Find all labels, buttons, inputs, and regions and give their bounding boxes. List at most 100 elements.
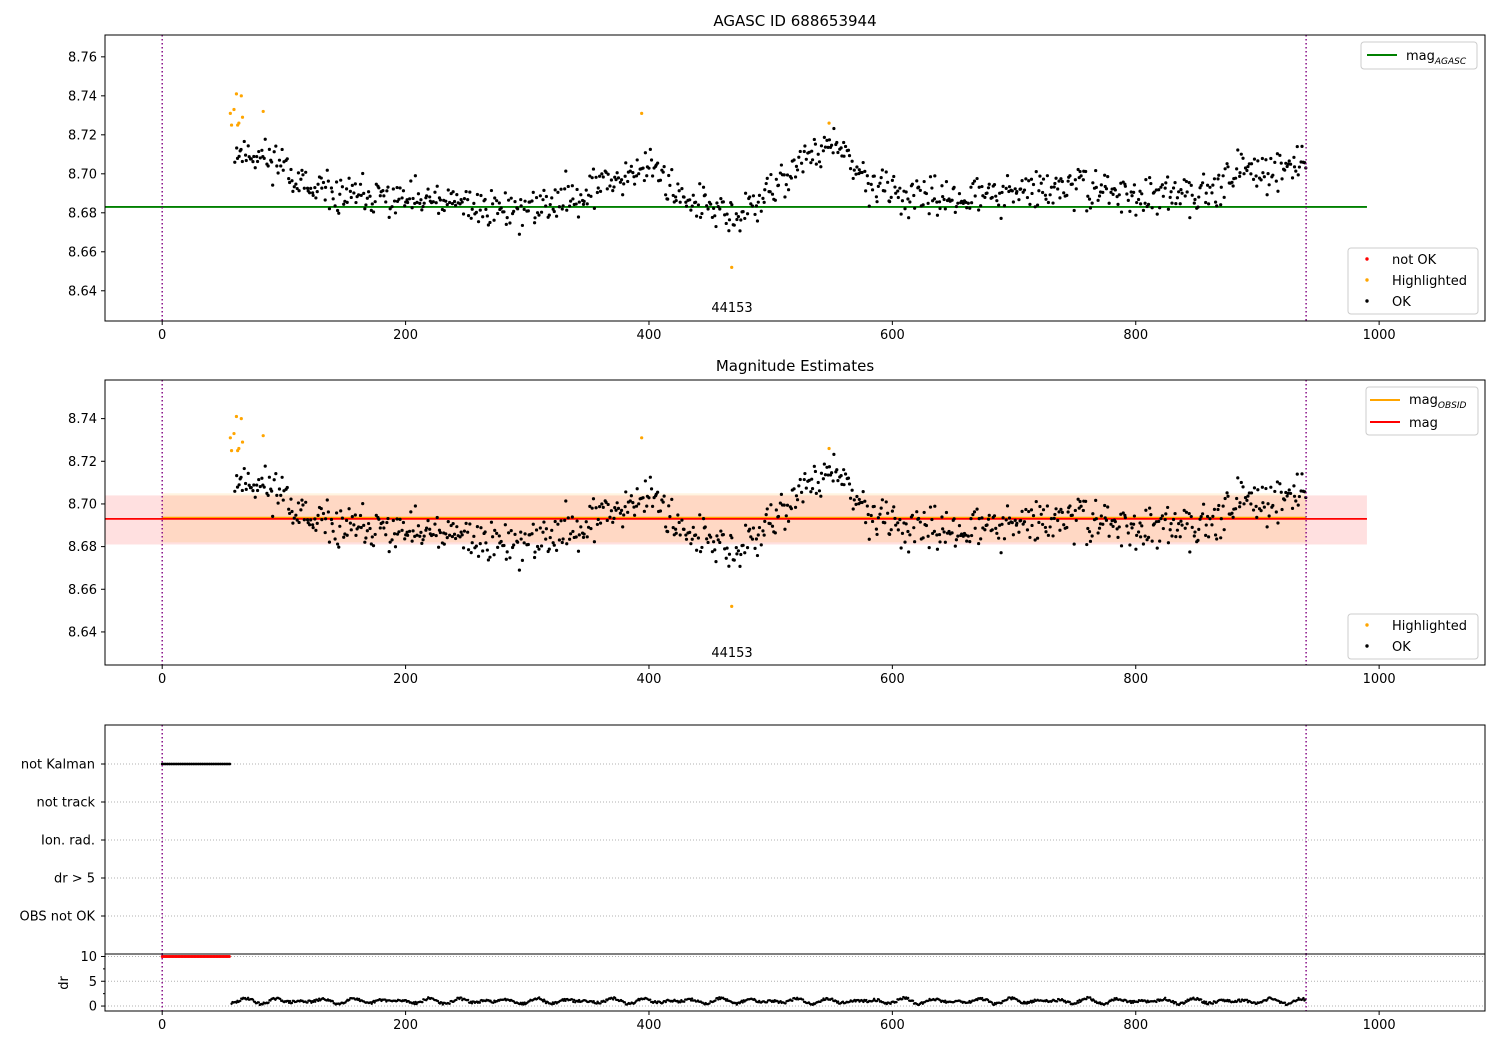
ok-point — [795, 498, 800, 502]
ok-point — [783, 195, 787, 199]
ok-point — [1245, 168, 1249, 173]
ok-point — [569, 199, 573, 203]
ok-point — [1113, 188, 1117, 192]
ok-point — [421, 204, 425, 209]
ok-point — [724, 221, 728, 226]
ok-point — [756, 533, 760, 537]
ok-point — [1119, 210, 1124, 214]
ok-point — [813, 469, 818, 474]
ok-point — [289, 497, 293, 501]
ok-point — [1129, 522, 1133, 526]
ok-point — [461, 212, 466, 216]
ok-point — [309, 186, 313, 190]
ok-point — [819, 165, 823, 169]
ok-point — [616, 176, 621, 180]
dr-point — [1055, 1000, 1059, 1003]
ok-point — [1001, 516, 1005, 520]
ok-point — [826, 145, 830, 150]
ok-point — [940, 184, 944, 188]
ok-point — [497, 201, 501, 205]
ok-point — [1128, 543, 1132, 547]
ok-point — [299, 508, 303, 512]
ok-point — [1068, 504, 1072, 508]
ok-point — [810, 149, 814, 153]
ok-point — [594, 506, 598, 510]
ok-point — [522, 541, 526, 545]
ok-point — [985, 191, 989, 195]
ok-point — [817, 160, 822, 164]
ok-point — [1125, 524, 1129, 528]
ok-point — [801, 170, 805, 174]
ok-point — [850, 159, 854, 163]
ok-point — [459, 197, 463, 202]
ok-point — [892, 174, 896, 179]
ok-point — [972, 510, 977, 514]
ok-point — [1035, 203, 1040, 207]
ok-point — [449, 523, 453, 528]
ok-point — [1231, 515, 1235, 519]
ok-point — [827, 465, 832, 469]
ok-point — [1073, 508, 1077, 513]
x-tick-label: 800 — [1123, 328, 1148, 343]
ok-point — [1266, 172, 1270, 176]
ok-point — [1236, 476, 1240, 480]
ok-point — [405, 198, 409, 202]
dr-point — [436, 999, 440, 1003]
ok-point — [1269, 485, 1273, 489]
ok-point — [727, 229, 731, 233]
ok-point — [677, 189, 681, 193]
ok-point — [816, 480, 820, 485]
ok-point — [847, 482, 852, 486]
ok-point — [1078, 499, 1082, 504]
ok-point — [855, 494, 859, 499]
dr-point — [1145, 1001, 1148, 1004]
ok-point — [764, 181, 768, 186]
ok-point — [391, 518, 395, 523]
ok-point — [1136, 197, 1141, 202]
ok-point — [1066, 179, 1070, 183]
ok-point — [358, 182, 363, 186]
ok-point — [581, 535, 586, 539]
ok-point — [705, 537, 709, 541]
ok-point — [466, 548, 471, 552]
ok-point — [952, 185, 956, 190]
ok-point — [754, 204, 759, 208]
ok-point — [932, 529, 937, 533]
x-axis-dr: 0 200 400 600 800 1000 — [158, 1011, 1396, 1033]
dr-point — [604, 1000, 607, 1004]
ok-point — [1068, 174, 1072, 178]
ok-point — [271, 514, 275, 518]
ok-point — [356, 193, 361, 197]
ok-point — [391, 187, 395, 191]
ok-point — [1117, 193, 1121, 197]
ok-point — [696, 536, 701, 540]
ok-point — [594, 175, 598, 179]
highlighted-point — [730, 604, 734, 608]
ok-point — [641, 166, 645, 170]
ok-point — [246, 471, 250, 475]
ok-point — [759, 543, 763, 547]
ok-point — [755, 553, 760, 558]
legend-swatch-ok-estimates — [1365, 644, 1369, 648]
ok-point — [516, 540, 520, 544]
dr-point — [1237, 998, 1241, 1001]
ok-point — [249, 485, 253, 490]
ok-point — [831, 479, 835, 483]
ok-point — [776, 183, 781, 187]
ok-point — [970, 201, 974, 205]
ok-point — [900, 199, 905, 203]
ok-point — [626, 510, 630, 514]
ok-point — [819, 144, 824, 148]
ok-point — [628, 169, 632, 173]
ok-point — [392, 199, 397, 203]
ok-point — [1011, 533, 1015, 537]
ok-point — [994, 526, 998, 531]
ok-point — [698, 215, 703, 219]
ok-point — [1297, 494, 1302, 499]
ok-point — [684, 533, 688, 537]
ok-point — [308, 191, 312, 195]
ok-point — [321, 511, 326, 516]
ok-point — [723, 547, 727, 551]
ok-point — [410, 206, 414, 210]
